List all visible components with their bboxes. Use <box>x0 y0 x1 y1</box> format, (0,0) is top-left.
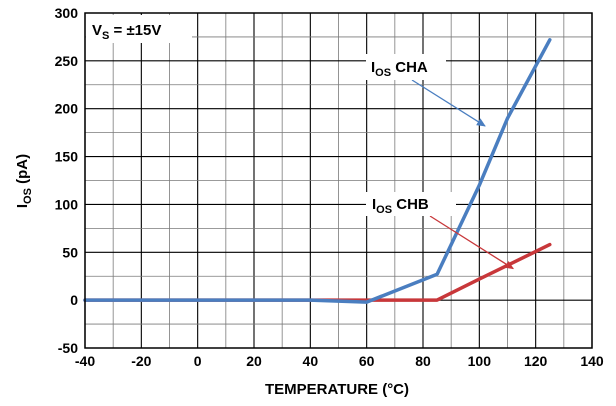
x-tick-label: 60 <box>359 353 375 369</box>
y-tick-label: 0 <box>70 292 78 308</box>
x-tick-label: 80 <box>415 353 431 369</box>
arrow-cha <box>411 79 486 127</box>
y-tick-label: 200 <box>55 101 79 117</box>
chb-label-box <box>366 192 456 216</box>
series-lines <box>83 38 552 304</box>
y-tick-label: 50 <box>62 244 78 260</box>
series-line-chb <box>83 242 552 302</box>
y-tick-label: 300 <box>55 5 79 21</box>
series-label-chb: IOS CHB <box>372 196 429 216</box>
grid <box>84 12 593 349</box>
cha-label-box <box>366 54 446 80</box>
vs-label: VS = ±15V <box>92 22 161 42</box>
x-tick-label: -20 <box>131 353 151 369</box>
x-tick-label: 140 <box>580 353 604 369</box>
x-tick-label: 40 <box>303 353 319 369</box>
y-tick-label: 150 <box>55 149 79 165</box>
y-tick-label: 100 <box>55 196 79 212</box>
y-axis-title: IOS (pA) <box>14 154 34 208</box>
y-tick-label: 250 <box>55 53 79 69</box>
vs-label-box <box>86 15 192 43</box>
series-label-cha: IOS CHA <box>371 59 428 79</box>
arrow-chb <box>429 215 514 270</box>
x-axis-title: TEMPERATURE (°C) <box>265 381 409 398</box>
plot-frame <box>84 12 593 349</box>
x-tick-label: 120 <box>524 353 548 369</box>
y-tick-label: -50 <box>58 340 78 356</box>
x-tick-label: 20 <box>246 353 262 369</box>
tick-labels: -40 -20 0 20 40 60 80 100 120 140 -50 0 50 100 150 200 2… <box>55 5 604 369</box>
annotation-arrows <box>411 79 514 270</box>
x-tick-label: 0 <box>194 353 202 369</box>
x-tick-label: 100 <box>468 353 492 369</box>
series-line-cha <box>83 38 552 304</box>
x-tick-label: -40 <box>75 353 95 369</box>
